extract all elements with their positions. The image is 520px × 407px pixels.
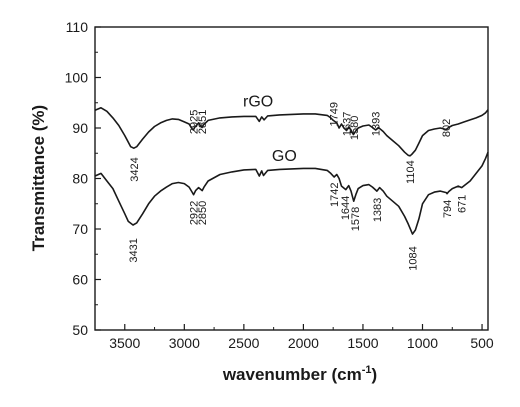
x-axis-title-main: wavenumber (cm	[222, 365, 362, 384]
series-layer	[94, 107, 489, 235]
y-tick-label: 80	[72, 171, 88, 187]
y-axis-title: Transmittance (%)	[29, 105, 48, 251]
x-tick-label: 3000	[169, 335, 200, 351]
x-tick-label: 1000	[407, 335, 438, 351]
x-tick-label: 2500	[228, 335, 259, 351]
peak-label: 3424	[129, 157, 141, 181]
peak-label: 1644	[340, 196, 352, 220]
peak-label: 1383	[372, 198, 384, 222]
x-axis-title-superscript: -1	[362, 364, 372, 376]
y-tick-label: 50	[72, 322, 88, 338]
series-line-go	[94, 151, 489, 235]
peak-label: 1393	[371, 112, 383, 136]
peak-label: 1580	[349, 116, 361, 140]
peak-label: 1749	[328, 102, 340, 126]
plot-frame	[94, 26, 489, 331]
peak-label: 2922	[189, 201, 201, 225]
y-tick-label: 70	[72, 221, 88, 237]
peak-label: 1742	[329, 183, 341, 207]
peak-label: 3431	[128, 238, 140, 262]
series-label-rgo: rGO	[243, 93, 273, 110]
peak-label: 1104	[405, 160, 417, 184]
peak-label: 794	[442, 200, 454, 218]
series-label-go: GO	[272, 148, 297, 165]
x-tick-label: 3500	[109, 335, 140, 351]
y-tick-label: 60	[72, 272, 88, 288]
y-tick-label: 110	[66, 19, 89, 35]
y-axis: 50 60 70 80 90 100 110	[65, 19, 101, 338]
x-axis: 3500 3000 2500 2000 1500 1000 500	[109, 324, 494, 351]
y-tick-label: 90	[72, 120, 88, 136]
y-tick-label: 100	[65, 70, 89, 86]
peak-label: 1637	[342, 112, 354, 136]
peak-label: 802	[441, 119, 453, 137]
peak-label: 2850	[197, 201, 209, 225]
x-tick-label: 500	[470, 335, 494, 351]
x-tick-label: 1500	[347, 335, 378, 351]
peak-label: 2925	[188, 110, 200, 134]
plot-area	[94, 26, 489, 331]
peak-label: 2851	[197, 110, 209, 134]
x-axis-title-close: )	[372, 365, 378, 384]
x-tick-label: 2000	[288, 335, 319, 351]
peak-label: 671	[457, 195, 469, 213]
peak-label: 1578	[350, 207, 362, 231]
peak-label: 1084	[408, 246, 420, 270]
x-axis-title: wavenumber (cm-1)	[222, 364, 377, 384]
series-line-rgo	[94, 107, 489, 157]
